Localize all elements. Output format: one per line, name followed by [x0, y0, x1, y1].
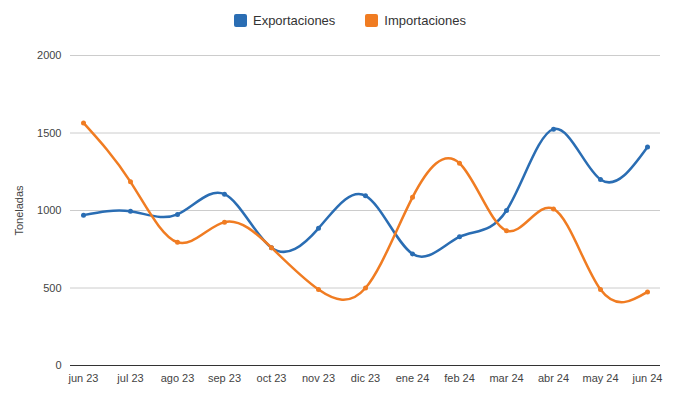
svg-text:abr 24: abr 24: [538, 372, 569, 384]
svg-text:500: 500: [43, 282, 61, 294]
svg-text:nov 23: nov 23: [302, 372, 335, 384]
svg-text:dic 23: dic 23: [351, 372, 380, 384]
svg-text:feb 24: feb 24: [444, 372, 475, 384]
svg-text:2000: 2000: [37, 49, 61, 61]
svg-text:mar 24: mar 24: [489, 372, 523, 384]
html-text:Exportaciones: Exportaciones: [253, 12, 336, 28]
svg-text:jun 23: jun 23: [68, 372, 99, 384]
svg-text:oct 23: oct 23: [257, 372, 287, 384]
svg-text:ago 23: ago 23: [161, 372, 195, 384]
svg-text:Toneladas: Toneladas: [13, 185, 25, 236]
svg-text:1000: 1000: [37, 204, 61, 216]
svg-text:ene 24: ene 24: [396, 372, 430, 384]
svg-text:sep 23: sep 23: [208, 372, 241, 384]
svg-text:jun 24: jun 24: [632, 372, 663, 384]
svg-text:jul 23: jul 23: [116, 372, 143, 384]
svg-text:0: 0: [55, 359, 61, 371]
svg-text:1500: 1500: [37, 127, 61, 139]
svg-text:may 24: may 24: [582, 372, 618, 384]
html-text:Importaciones: Importaciones: [384, 12, 466, 28]
